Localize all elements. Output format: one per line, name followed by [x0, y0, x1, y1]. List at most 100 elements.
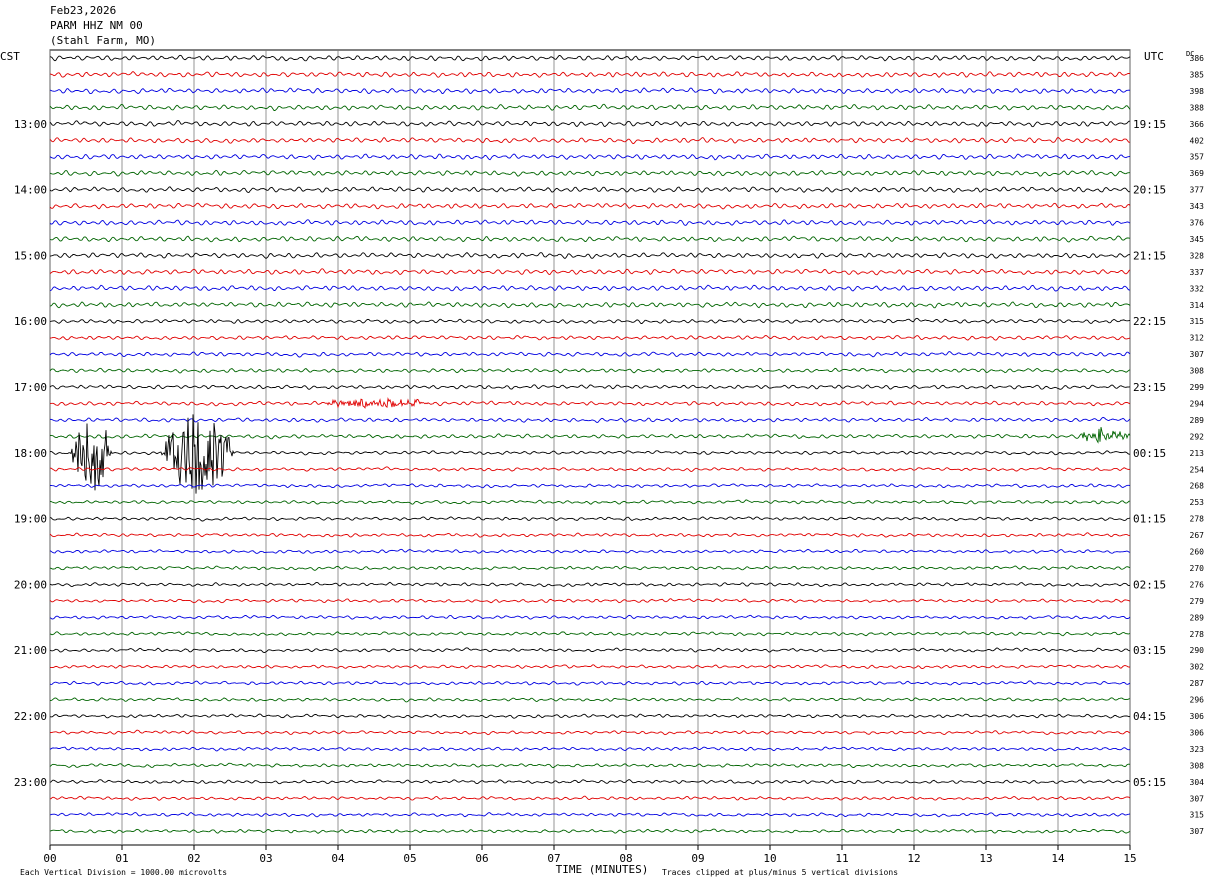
cst-axis-title: CST [0, 50, 20, 63]
utc-hour-label: 20:15 [1133, 184, 1166, 197]
cst-hour-label: 18:00 [14, 447, 47, 460]
seismic-trace [49, 581, 1131, 588]
grid-lines [49, 49, 1131, 850]
x-tick-label: 14 [1051, 852, 1065, 865]
seismic-trace [49, 367, 1131, 374]
x-tick-label: 00 [43, 852, 56, 865]
dc-offset-label: 302 [1190, 663, 1205, 672]
dc-offset-label: 402 [1190, 136, 1205, 145]
seismic-trace [50, 396, 1131, 409]
seismic-trace [49, 268, 1131, 276]
utc-hour-label: 05:15 [1133, 776, 1166, 789]
dc-offset-label: 299 [1190, 383, 1205, 392]
utc-hour-label: 04:15 [1133, 710, 1166, 723]
x-axis-title: TIME (MINUTES) [556, 863, 649, 876]
dc-offset-label: 312 [1190, 334, 1205, 343]
seismic-trace [49, 301, 1131, 309]
dc-offset-label: 308 [1190, 367, 1205, 376]
axis-labels: 00 01 02 03 04 05 06 07 08 09 10 11 12 13 14 15 386 385 39… [0, 50, 1204, 877]
dc-offset-label: 315 [1190, 317, 1205, 326]
utc-hour-label: 03:15 [1133, 644, 1166, 657]
seismic-trace [49, 811, 1131, 818]
seismic-trace [49, 466, 1131, 472]
seismic-trace [49, 351, 1131, 358]
dc-offset-label: 369 [1190, 169, 1205, 178]
seismic-trace [49, 416, 1131, 423]
seismic-trace [49, 335, 1131, 341]
dc-offset-label: 366 [1190, 120, 1205, 129]
seismic-trace [49, 284, 1131, 292]
dc-offset-label: 315 [1190, 811, 1205, 820]
utc-hour-label: 01:15 [1133, 513, 1166, 526]
dc-offset-label: 345 [1190, 235, 1205, 244]
utc-hour-label: 19:15 [1133, 118, 1166, 131]
seismic-trace [49, 614, 1131, 620]
seismic-trace [49, 647, 1131, 653]
dc-offset-label: 267 [1190, 531, 1205, 540]
dc-offset-label: 308 [1190, 761, 1205, 770]
dc-offset-label: 332 [1190, 284, 1205, 293]
x-tick-label: 15 [1123, 852, 1136, 865]
cst-hour-label: 19:00 [14, 513, 47, 526]
dc-offset-label: 278 [1190, 630, 1205, 639]
seismic-trace [49, 565, 1131, 571]
seismic-trace [49, 414, 1130, 494]
seismic-trace [49, 119, 1130, 128]
dc-offset-label: 296 [1190, 696, 1205, 705]
x-tick-label: 05 [403, 852, 416, 865]
dc-offset-label: 357 [1190, 153, 1205, 162]
dc-offset-label: 377 [1190, 186, 1205, 195]
dc-offset-label: 337 [1190, 268, 1205, 277]
x-tick-label: 12 [907, 852, 920, 865]
dc-offset-label: 292 [1190, 432, 1205, 441]
dc-offset-label: 376 [1190, 219, 1205, 228]
x-tick-label: 04 [331, 852, 345, 865]
x-tick-label: 06 [475, 852, 488, 865]
dc-offset-label: 307 [1190, 827, 1205, 836]
cst-hour-label: 20:00 [14, 578, 47, 591]
utc-hour-label: 22:15 [1133, 315, 1166, 328]
seismic-trace [49, 103, 1131, 111]
cst-hour-label: 23:00 [14, 776, 47, 789]
cst-hour-label: 17:00 [14, 381, 47, 394]
seismic-traces [49, 54, 1131, 834]
seismic-trace [49, 697, 1131, 703]
division-note: Each Vertical Division = 1000.00 microvo… [20, 868, 227, 877]
dc-offset-label: 323 [1190, 745, 1205, 754]
station-code: PARM HHZ NM 00 [50, 19, 143, 32]
dc-offset-label: 398 [1190, 87, 1205, 96]
dc-offset-label: 287 [1190, 679, 1205, 688]
seismic-trace [49, 598, 1131, 604]
x-tick-label: 09 [691, 852, 704, 865]
dc-offset-label: 254 [1190, 465, 1205, 474]
seismic-trace [49, 219, 1131, 226]
seismic-trace [49, 235, 1131, 243]
dc-offset-label: 289 [1190, 613, 1205, 622]
dc-offset-label: 307 [1190, 350, 1205, 359]
seismic-trace [49, 54, 1131, 62]
dc-offset-label: 304 [1190, 778, 1205, 787]
seismic-trace [49, 153, 1131, 161]
station-location: (Stahl Farm, MO) [50, 34, 156, 47]
x-tick-label: 11 [835, 852, 848, 865]
x-tick-label: 07 [547, 852, 560, 865]
seismic-trace [49, 680, 1131, 686]
seismic-trace [49, 317, 1131, 325]
seismic-trace [49, 762, 1131, 769]
plot-frame [49, 49, 1131, 846]
dc-offset-label: 289 [1190, 416, 1205, 425]
seismic-trace [49, 795, 1131, 801]
x-tick-label: 10 [763, 852, 776, 865]
utc-hour-label: 21:15 [1133, 249, 1166, 262]
seismic-trace [49, 169, 1130, 177]
seismic-trace [49, 532, 1130, 538]
seismic-trace [49, 779, 1131, 785]
dc-offset-label: 294 [1190, 399, 1205, 408]
utc-hour-label: 00:15 [1133, 447, 1166, 460]
dc-offset-label: 260 [1190, 548, 1205, 557]
seismic-trace [49, 384, 1130, 390]
seismic-trace [49, 87, 1131, 95]
x-tick-label: 01 [115, 852, 128, 865]
dc-offset-label: 307 [1190, 794, 1205, 803]
